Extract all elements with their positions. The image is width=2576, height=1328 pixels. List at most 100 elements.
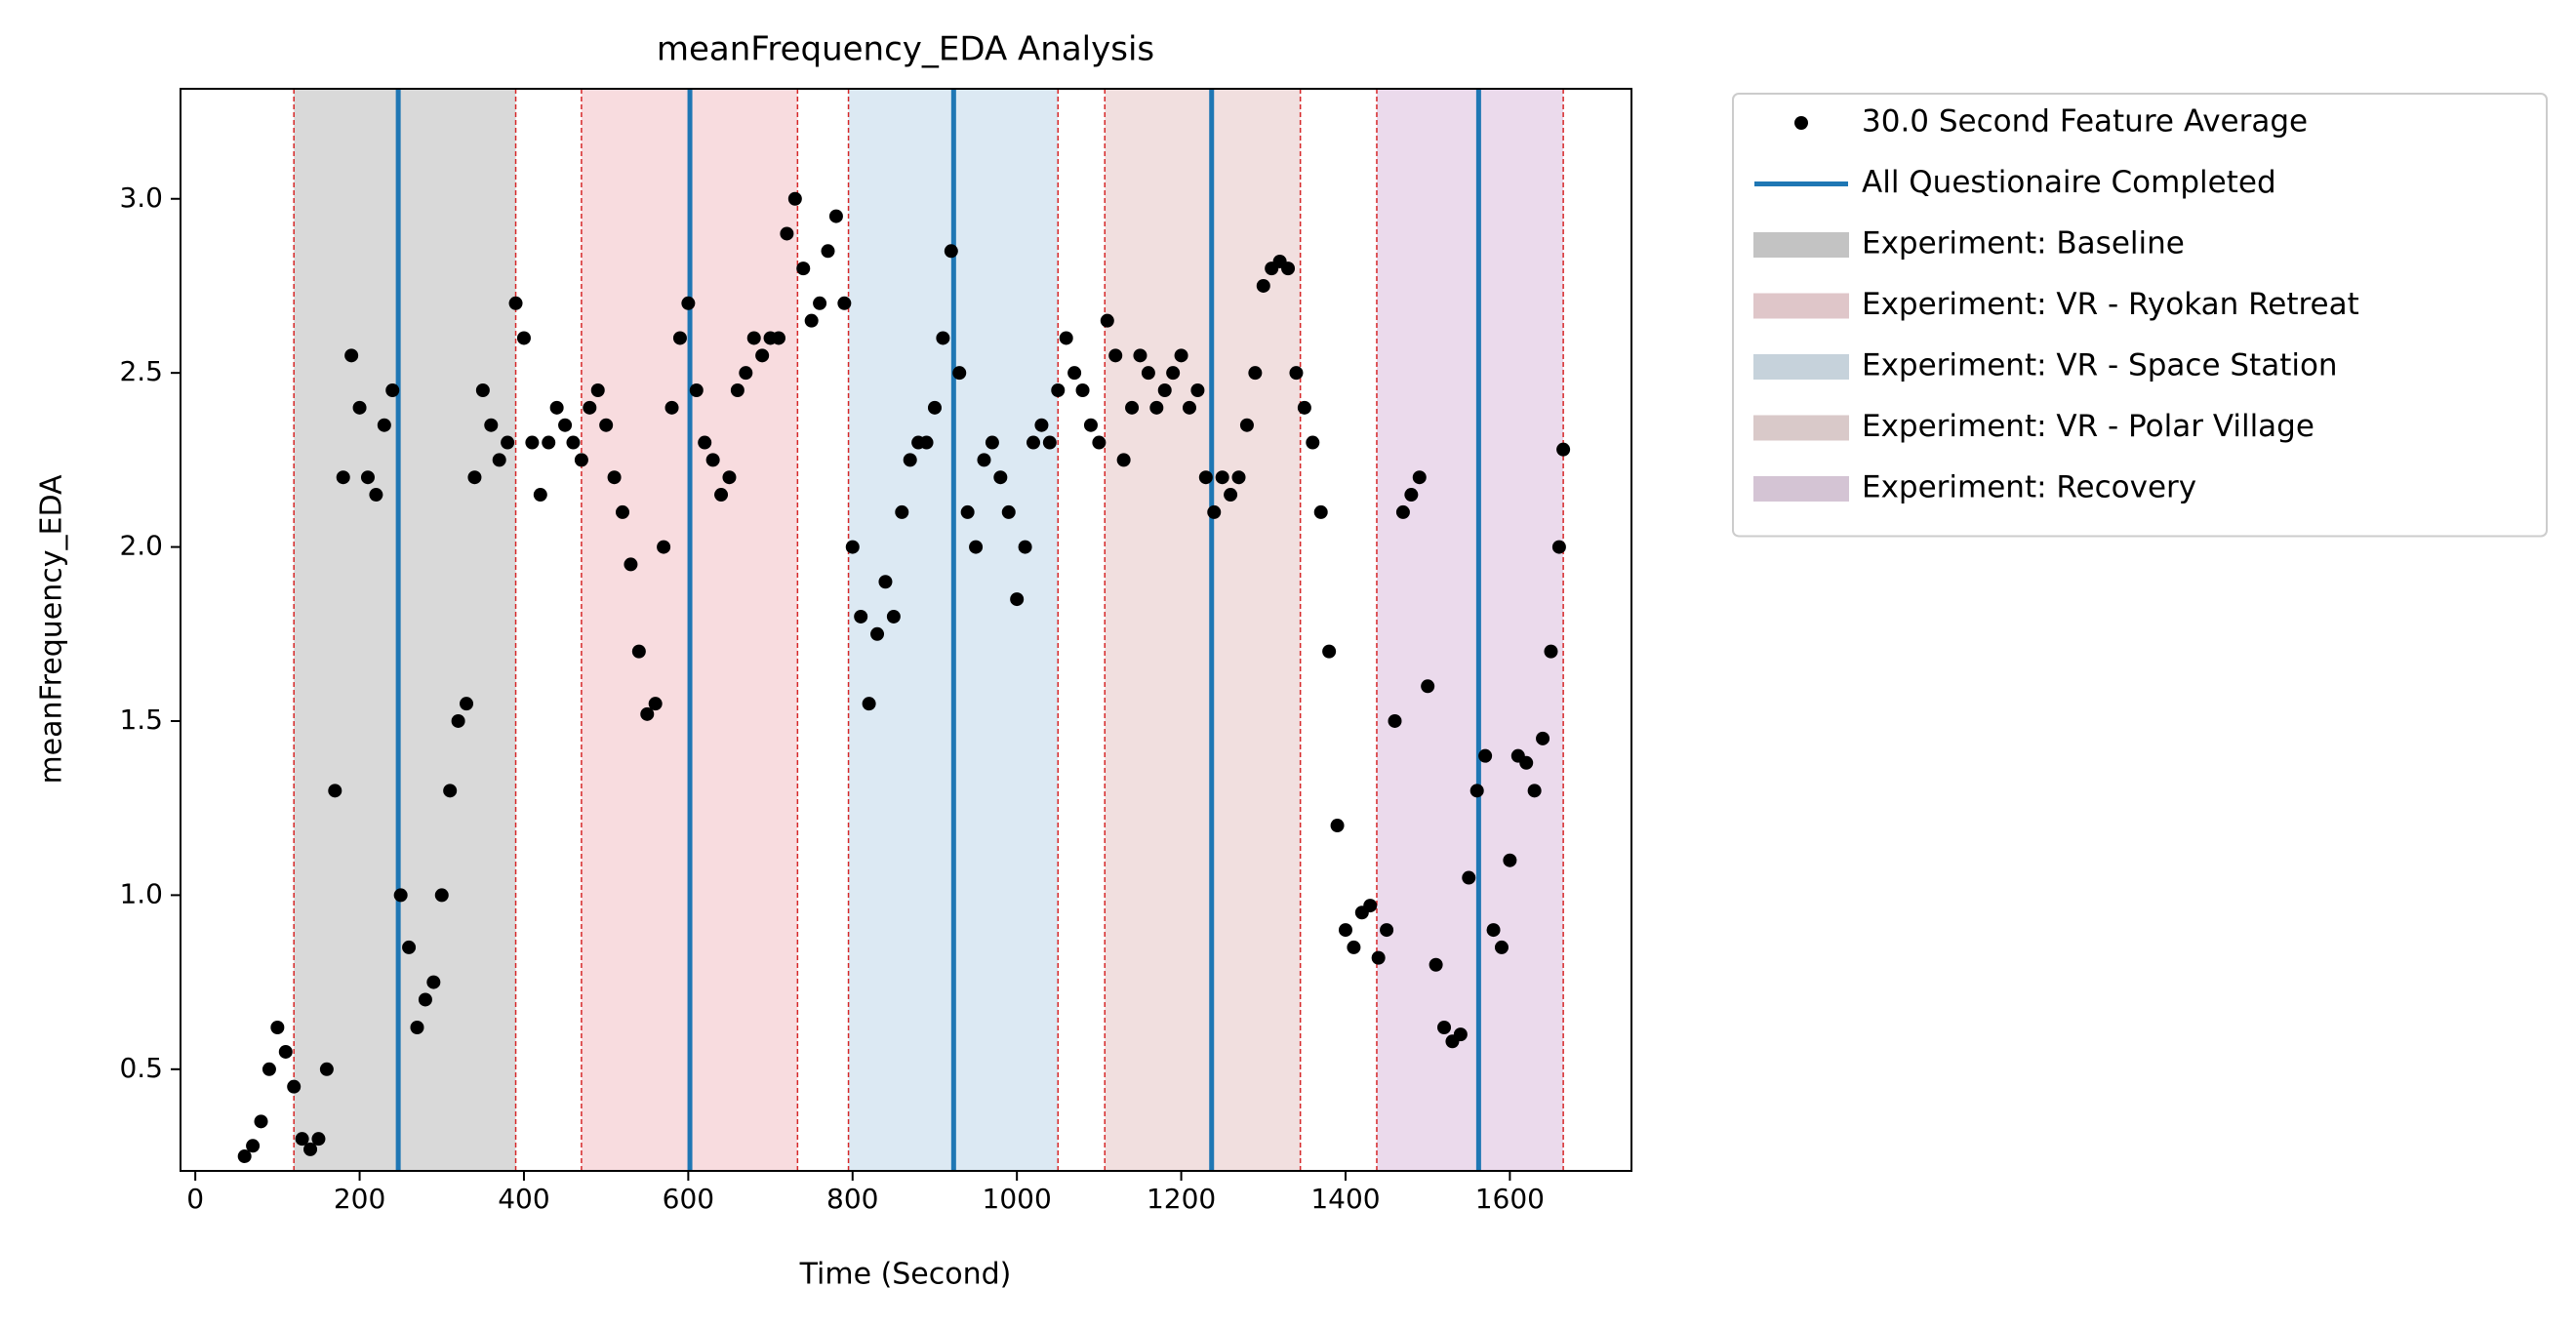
- point: [254, 1114, 268, 1129]
- point: [278, 1044, 293, 1059]
- point: [385, 383, 400, 398]
- point: [574, 453, 588, 467]
- legend-label: Experiment: Recovery: [1862, 470, 2196, 505]
- point: [640, 706, 655, 721]
- point: [1297, 400, 1311, 415]
- point: [1166, 366, 1181, 381]
- point: [1404, 488, 1419, 503]
- point: [533, 488, 547, 503]
- point: [796, 262, 811, 276]
- point: [1034, 418, 1049, 432]
- point: [542, 435, 556, 450]
- point: [1100, 313, 1114, 328]
- point: [1395, 504, 1410, 519]
- point: [558, 418, 573, 432]
- point: [862, 697, 876, 711]
- point: [1256, 278, 1270, 293]
- span: [294, 89, 516, 1171]
- point: [657, 540, 671, 554]
- point: [1469, 784, 1484, 798]
- point: [845, 540, 860, 554]
- point: [821, 244, 835, 259]
- point: [434, 888, 449, 903]
- point: [336, 470, 350, 485]
- point: [1083, 418, 1098, 432]
- point: [410, 1020, 424, 1034]
- point: [501, 435, 515, 450]
- point: [1486, 923, 1501, 938]
- y-tick-label: 1.0: [119, 877, 163, 909]
- point: [1010, 592, 1025, 607]
- point: [1544, 644, 1558, 659]
- point: [418, 992, 432, 1007]
- point: [377, 418, 391, 432]
- point: [1478, 748, 1493, 763]
- point: [886, 609, 901, 624]
- point: [484, 418, 499, 432]
- chart-title: meanFrequency_EDA Analysis: [657, 30, 1154, 69]
- x-tick-label: 1200: [1147, 1183, 1216, 1215]
- legend-marker: [1794, 116, 1808, 130]
- point: [936, 331, 950, 345]
- point: [599, 418, 614, 432]
- point: [1281, 262, 1296, 276]
- plot-frame: [180, 88, 1632, 1172]
- point: [985, 435, 999, 450]
- point: [1075, 383, 1090, 398]
- point: [393, 888, 408, 903]
- point: [1157, 383, 1172, 398]
- legend-marker: [1753, 476, 1849, 502]
- x-tick-label: 200: [334, 1183, 385, 1215]
- point: [1190, 383, 1205, 398]
- x-tick-label: 400: [498, 1183, 549, 1215]
- point: [566, 435, 581, 450]
- point: [1059, 331, 1073, 345]
- point: [1380, 923, 1394, 938]
- point: [1519, 755, 1534, 770]
- point: [1174, 348, 1188, 363]
- point: [369, 488, 383, 503]
- point: [262, 1062, 276, 1076]
- point: [1313, 504, 1328, 519]
- point: [270, 1020, 285, 1034]
- point: [631, 644, 646, 659]
- point: [508, 296, 523, 310]
- legend-marker: [1753, 293, 1849, 319]
- legend-label: 30.0 Second Feature Average: [1862, 104, 2308, 140]
- point: [1453, 1027, 1468, 1042]
- point: [1133, 348, 1147, 363]
- point: [828, 209, 843, 223]
- point: [1182, 400, 1196, 415]
- legend-label: All Questionaire Completed: [1862, 165, 2276, 200]
- legend-marker: [1753, 415, 1849, 441]
- point: [1051, 383, 1066, 398]
- point: [960, 504, 975, 519]
- x-tick-label: 1000: [983, 1183, 1052, 1215]
- point: [287, 1079, 302, 1094]
- legend-marker: [1753, 232, 1849, 258]
- point: [927, 400, 942, 415]
- point: [1494, 940, 1509, 954]
- point: [1338, 923, 1352, 938]
- legend-label: Experiment: VR - Polar Village: [1862, 409, 2314, 444]
- y-tick-label: 2.5: [119, 355, 163, 387]
- point: [1556, 442, 1571, 457]
- point: [475, 383, 490, 398]
- point: [722, 470, 737, 485]
- point: [903, 453, 917, 467]
- point: [590, 383, 605, 398]
- point: [837, 296, 852, 310]
- point: [1108, 348, 1123, 363]
- point: [1248, 366, 1263, 381]
- point: [1437, 1020, 1452, 1034]
- point: [804, 313, 819, 328]
- point: [1141, 366, 1155, 381]
- point: [1462, 870, 1476, 885]
- point: [1198, 470, 1213, 485]
- point: [607, 470, 622, 485]
- point: [525, 435, 540, 450]
- point: [460, 697, 474, 711]
- point: [813, 296, 827, 310]
- point: [1207, 504, 1222, 519]
